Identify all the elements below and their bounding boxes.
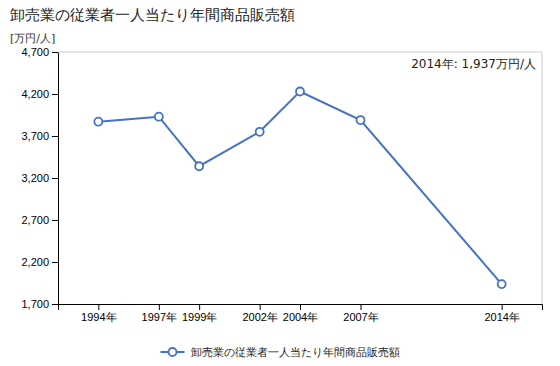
y-tick-label: 3,200 [21, 172, 49, 184]
y-tick-mark [52, 94, 58, 95]
y-tick-label: 3,700 [21, 130, 49, 142]
line [98, 91, 501, 284]
x-tick: 1994年 [81, 304, 116, 323]
y-tick-label: 1,700 [21, 298, 49, 310]
x-tick: 2004年 [283, 304, 318, 323]
x-axis-line [59, 305, 543, 311]
y-tick-mark [52, 220, 58, 221]
frame [58, 52, 542, 53]
frame [542, 52, 543, 304]
x-tick-mark [300, 304, 301, 310]
legend: 卸売業の従業者一人当たり年間商品販売額 [161, 346, 400, 359]
x-tick-label: 1999年 [182, 311, 217, 323]
y-tick-label: 2,700 [21, 214, 49, 226]
point [94, 118, 102, 126]
x-tick-label: 2002年 [242, 311, 277, 323]
y-tick-label: 2,200 [21, 256, 49, 268]
y-tick-mark [52, 136, 58, 137]
legend-label: 卸売業の従業者一人当たり年間商品販売額 [191, 346, 400, 359]
y-tick: 1,700 [21, 298, 58, 310]
annotation: 2014年: 1,937万円/人 [411, 57, 536, 71]
y-tick: 2,700 [21, 214, 58, 226]
x-tick-label: 2014年 [484, 311, 519, 323]
x-tick-label: 2007年 [343, 311, 378, 323]
x-tick-label: 1994年 [81, 311, 116, 323]
y-tick-mark [52, 304, 58, 305]
x-tick-mark [98, 304, 99, 310]
y-tick-mark [52, 178, 58, 179]
y-tick: 4,200 [21, 88, 58, 100]
point [357, 116, 365, 124]
chart: 卸売業の従業者一人当たり年間商品販売額 [万円/人] 1994年 1997年 1999年… [0, 0, 560, 366]
x-tick-mark [361, 304, 362, 310]
point [155, 113, 163, 121]
x-tick-mark [159, 304, 160, 310]
x-tick: 1997年 [142, 304, 177, 323]
x-tick-mark [199, 304, 200, 310]
legend-marker [169, 348, 177, 356]
point [256, 128, 264, 136]
point [296, 87, 304, 95]
point [498, 280, 506, 288]
y-tick: 2,200 [21, 256, 58, 268]
y-tick: 4,700 [21, 46, 58, 58]
y-tick-label: 4,200 [21, 88, 49, 100]
x-tick: 2014年 [484, 304, 519, 323]
y-axis-line [52, 53, 59, 305]
x-tick: 2007年 [343, 304, 378, 323]
x-tick-mark [260, 304, 261, 310]
title: 卸売業の従業者一人当たり年間商品販売額 [10, 6, 295, 24]
plot: 1994年 1997年 1999年 2002年 2004年 2007年 2014年 1,700… [21, 46, 542, 323]
marks [94, 87, 505, 288]
x-axis: 1994年 1997年 1999年 2002年 2004年 2007年 2014年 [59, 304, 543, 323]
y-axis: 1,700 2,200 2,700 3,200 3,700 4,200 4,700 [21, 46, 58, 310]
x-tick: 2002年 [242, 304, 277, 323]
x-tick-mark [502, 304, 503, 310]
legend-item: 卸売業の従業者一人当たり年間商品販売額 [161, 346, 400, 359]
x-tick-label: 1997年 [142, 311, 177, 323]
point [195, 162, 203, 170]
y-tick-mark [52, 52, 58, 53]
y-tick: 3,700 [21, 130, 58, 142]
x-tick-label: 2004年 [283, 311, 318, 323]
x-tick: 1999年 [182, 304, 217, 323]
y-tick-label: 4,700 [21, 46, 49, 58]
y-tick-mark [52, 262, 58, 263]
y-tick: 3,200 [21, 172, 58, 184]
y-axis-title: [万円/人] [10, 32, 55, 45]
